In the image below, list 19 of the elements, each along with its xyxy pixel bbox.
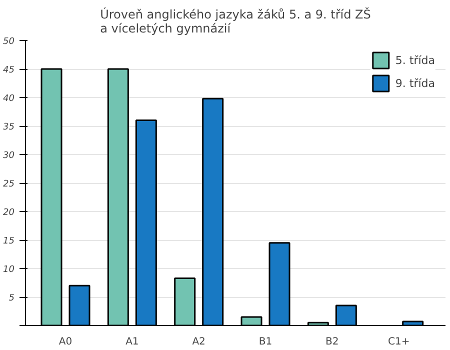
y-tick-label: 40	[3, 94, 15, 104]
x-tick-label: A2	[192, 336, 206, 348]
y-tick-label: 15	[3, 236, 15, 246]
y-tick-label: 45	[3, 66, 15, 76]
x-tick-label: B1	[258, 336, 272, 348]
y-tick-label: 30	[3, 151, 15, 161]
y-tick-label: 25	[3, 180, 15, 190]
x-tick-label: A0	[58, 336, 72, 348]
y-tick-label: 50	[3, 37, 15, 47]
legend-label: 9. třída	[395, 76, 435, 90]
y-tick-label: 5	[8, 294, 15, 304]
x-tick-label: C1+	[388, 336, 410, 348]
x-tick-label: A1	[126, 336, 139, 348]
y-tick-label: 10	[3, 265, 15, 275]
chart-title: Úroveň anglického jazyka žáků 5. a 9. tříd ZŠ a víceletých gymnázií	[100, 6, 371, 36]
x-tick-label: B2	[326, 336, 339, 348]
y-tick-label: 20	[3, 208, 15, 218]
legend-label: 5. třída	[395, 54, 435, 66]
y-tick-label: 35	[3, 122, 15, 132]
